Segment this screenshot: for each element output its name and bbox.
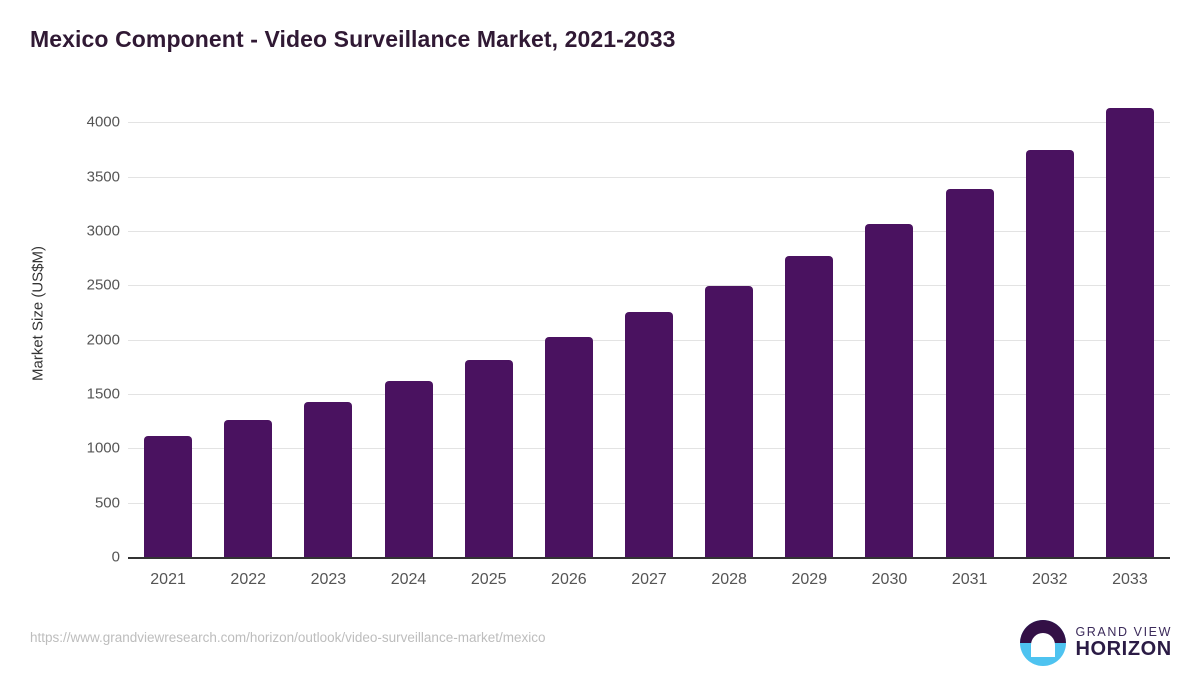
y-axis-tick-label: 3000 [86,222,120,240]
y-axis-tick-label: 0 [111,548,120,566]
logo-text-grand-view: GRAND VIEW [1075,624,1172,639]
logo-dome-shape [1031,632,1056,657]
logo-line-lower [1036,653,1050,657]
logo-text-horizon: HORIZON [1075,638,1172,661]
x-axis-tick-label: 2027 [631,571,667,588]
gridline [128,122,1170,124]
bar-2030[interactable] [865,223,914,557]
chart-plot-area: Market Size (US$M) 0 500 1000 1500 2000 2500 3… [0,95,1200,588]
bar-2028[interactable] [705,285,754,557]
x-axis-tick-label: 2029 [791,571,828,588]
x-axis-tick-label: 2025 [470,571,507,588]
x-axis-tick-label: 2024 [390,571,427,588]
bar-2033[interactable] [1105,108,1154,557]
brand-logo[interactable]: GRAND VIEW HORIZON [1020,620,1172,666]
bar-2023[interactable] [304,401,353,557]
logo-line-upper [1033,647,1054,651]
x-axis-tick-label: 2033 [1112,571,1148,588]
sunrise-circle-icon [1020,620,1067,666]
y-axis-tick-label: 500 [94,494,120,512]
page-title: Mexico Component - Video Surveillance Ma… [30,26,676,52]
gridline [128,230,1170,232]
y-axis-title: Market Size (US$M) [29,245,47,382]
x-axis-tick-label: 2023 [310,571,347,588]
logo-wordmark: GRAND VIEW HORIZON [1075,624,1172,661]
x-axis-tick-label: 2022 [230,571,267,588]
source-url[interactable]: https://www.grandviewresearch.com/horizo… [30,630,546,645]
bar-2027[interactable] [625,311,673,557]
bar-2021[interactable] [144,436,193,557]
y-axis-tick-label: 1500 [86,385,120,403]
y-axis-tick-label: 4000 [86,113,120,131]
x-axis-tick-label: 2032 [1031,571,1068,588]
plot-grid [128,95,1170,559]
y-axis-tick-label: 1000 [86,439,120,457]
x-axis-line [128,557,1170,559]
x-axis-tick-labels: 2021 2022 2023 2024 2025 2026 2027 2028 2029 2030… [128,565,1170,595]
bar-2026[interactable] [544,337,593,557]
x-axis-tick-label: 2021 [150,571,186,588]
x-axis-tick-label: 2026 [551,571,587,588]
bar-2029[interactable] [785,256,834,557]
y-axis-tick-label: 2500 [86,276,120,294]
y-axis-tick-label: 2000 [86,331,120,349]
x-axis-tick-label: 2031 [951,571,988,588]
y-axis-tick-label: 3500 [86,168,120,186]
gridline [128,176,1170,178]
bar-2024[interactable] [384,380,433,557]
gridline [128,285,1170,287]
bar-series [128,95,1170,557]
logo-top-half [1020,620,1067,643]
y-axis-tick-labels: 0 500 1000 1500 2000 2500 3000 3500 4000 [60,95,120,566]
bar-2031[interactable] [945,189,994,557]
x-axis-tick-label: 2028 [711,571,747,588]
bar-2032[interactable] [1025,149,1074,557]
bar-2022[interactable] [224,419,273,557]
bar-2025[interactable] [464,360,513,557]
x-axis-tick-label: 2030 [871,571,908,588]
